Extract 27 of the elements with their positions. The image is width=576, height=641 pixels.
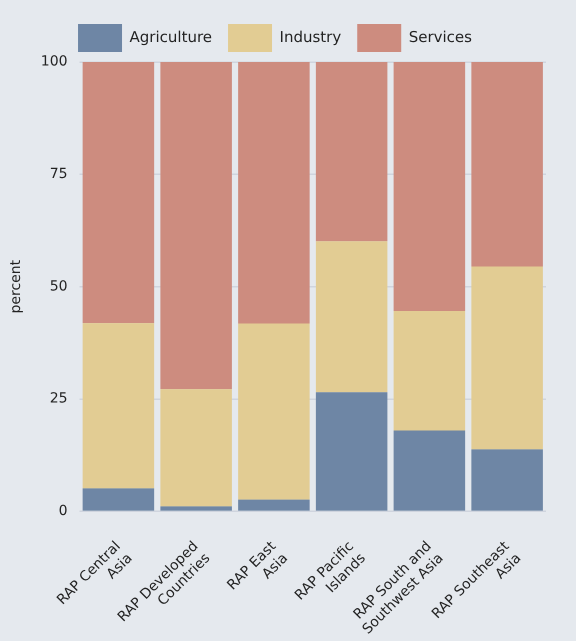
bar — [82, 62, 154, 324]
bar — [238, 500, 310, 511]
bar — [316, 62, 388, 242]
bar — [316, 241, 388, 392]
bar — [471, 62, 543, 266]
bar — [471, 449, 543, 511]
bar — [160, 62, 232, 390]
y-tick-label: 25 — [50, 390, 68, 407]
bar — [82, 323, 154, 488]
y-tick-label: 0 — [58, 502, 68, 519]
bar — [160, 389, 232, 506]
bar — [394, 310, 466, 430]
bar — [316, 392, 388, 511]
y-tick-label: 100 — [40, 54, 68, 70]
legend-label: Services — [408, 28, 472, 46]
bar — [394, 430, 466, 511]
legend-label: Agriculture — [130, 28, 212, 46]
y-tick-label: 75 — [50, 166, 68, 182]
bar — [238, 62, 310, 324]
bar — [471, 266, 543, 450]
bar — [238, 324, 310, 500]
y-axis-title: percent — [8, 259, 24, 314]
y-tick-label: 50 — [50, 278, 68, 294]
bar — [394, 62, 466, 311]
legend-label: Industry — [280, 28, 342, 46]
bar — [160, 506, 232, 511]
bar — [82, 488, 154, 511]
